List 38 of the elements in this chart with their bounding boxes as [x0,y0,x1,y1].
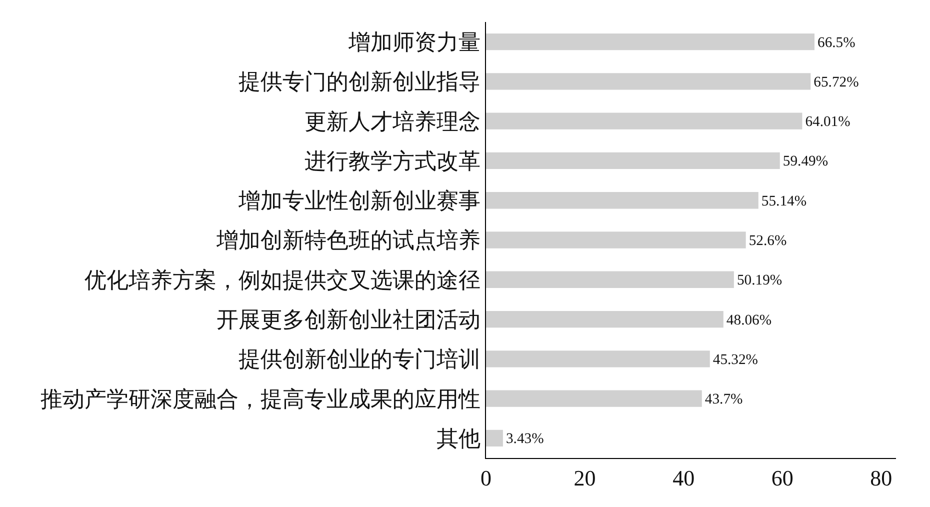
data-label: 48.06% [726,312,772,328]
data-label: 66.5% [818,34,856,51]
y-tick-label: 提供专门的创新创业指导 [238,69,481,94]
bar [486,112,802,130]
bar [486,33,814,50]
y-tick-label: 其他 [436,426,481,451]
data-label: 43.7% [704,392,743,408]
x-tick-label: 20 [574,465,596,490]
data-label: 50.19% [736,272,782,289]
data-label: 65.72% [814,74,859,90]
bar [486,271,734,288]
data-label: 64.01% [805,114,850,130]
data-label: 59.49% [782,154,828,170]
x-tick-label: 40 [672,465,695,490]
y-tick-label: 进行教学方式改革 [304,148,481,174]
x-tick-label: 80 [870,465,892,490]
bar [486,192,758,209]
bar [486,390,702,407]
y-tick-label: 更新人才培养理念 [304,108,481,134]
y-tick-label: 增加专业性创新创业赛事 [238,188,481,214]
y-tick-label: 增加师资力量 [348,30,481,55]
data-label: 52.6% [748,232,787,249]
y-tick-label: 提供创新创业的专门培训 [238,346,481,372]
bar [486,350,710,368]
bar [486,430,503,447]
y-tick-label: 增加创新特色班的试点培养 [216,228,481,253]
y-tick-label: 优化培养方案，例如提供交叉选课的途径 [84,267,481,292]
data-label: 55.14% [761,193,807,210]
data-label: 45.32% [712,352,758,368]
bar [486,152,780,170]
y-tick-label: 推动产学研深度融合，提高专业成果的应用性 [40,386,481,412]
x-tick-label: 0 [480,465,492,490]
bar [486,73,811,90]
y-tick-label: 开展更多创新创业社团活动 [216,306,481,332]
bar [486,310,724,328]
bar [486,232,746,248]
data-label: 3.43% [506,431,544,448]
x-tick-label: 60 [771,465,794,490]
